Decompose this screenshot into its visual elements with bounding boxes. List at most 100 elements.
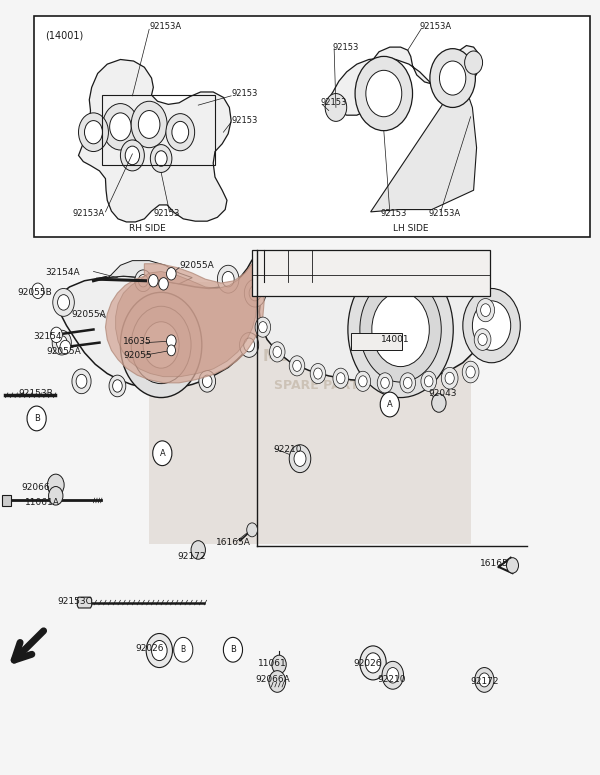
Circle shape <box>476 298 494 322</box>
Circle shape <box>249 285 261 301</box>
Circle shape <box>355 57 413 131</box>
Circle shape <box>423 264 440 287</box>
Polygon shape <box>371 90 476 212</box>
Circle shape <box>272 655 286 673</box>
Circle shape <box>247 523 257 537</box>
Circle shape <box>153 441 172 466</box>
Text: 92153B: 92153B <box>19 389 53 398</box>
Circle shape <box>103 104 139 150</box>
Circle shape <box>167 267 176 280</box>
Circle shape <box>121 140 145 171</box>
Polygon shape <box>116 264 257 377</box>
Circle shape <box>421 371 436 391</box>
FancyBboxPatch shape <box>149 282 471 544</box>
Circle shape <box>424 376 433 387</box>
Circle shape <box>72 369 91 394</box>
Text: 32154: 32154 <box>34 332 62 341</box>
Text: 92153C: 92153C <box>58 598 92 606</box>
Circle shape <box>267 264 285 287</box>
Text: 92055B: 92055B <box>17 288 52 297</box>
Text: SPARE PARTS: SPARE PARTS <box>274 380 368 392</box>
Text: 11061: 11061 <box>258 660 287 668</box>
Circle shape <box>472 301 511 350</box>
Circle shape <box>269 670 286 692</box>
Circle shape <box>56 336 67 350</box>
Text: (14001): (14001) <box>46 30 84 40</box>
Circle shape <box>110 113 131 141</box>
Circle shape <box>325 94 347 122</box>
Circle shape <box>359 376 367 387</box>
Circle shape <box>155 151 167 167</box>
Text: 92172: 92172 <box>177 552 206 560</box>
Circle shape <box>381 377 389 388</box>
Circle shape <box>125 146 140 165</box>
Text: A: A <box>387 400 392 409</box>
Circle shape <box>441 367 458 389</box>
Circle shape <box>172 122 188 143</box>
Circle shape <box>131 102 167 148</box>
Circle shape <box>152 640 167 660</box>
Circle shape <box>431 394 446 412</box>
Circle shape <box>58 294 70 310</box>
Circle shape <box>289 356 305 376</box>
Circle shape <box>109 375 126 397</box>
Circle shape <box>337 373 345 384</box>
Text: 92153: 92153 <box>231 89 257 98</box>
Text: 92153: 92153 <box>154 209 180 218</box>
Circle shape <box>199 370 215 392</box>
Text: 16165: 16165 <box>479 560 508 568</box>
Text: 92153A: 92153A <box>73 209 104 218</box>
Circle shape <box>27 406 46 431</box>
Circle shape <box>360 264 370 277</box>
Circle shape <box>146 633 172 667</box>
FancyBboxPatch shape <box>2 495 11 506</box>
Text: 92055A: 92055A <box>71 310 106 319</box>
Circle shape <box>387 667 399 683</box>
Circle shape <box>314 368 322 379</box>
Circle shape <box>462 361 479 383</box>
Circle shape <box>271 269 281 281</box>
Circle shape <box>47 474 64 496</box>
Circle shape <box>427 269 437 281</box>
Text: 92055A: 92055A <box>46 346 81 356</box>
Circle shape <box>167 345 175 356</box>
Circle shape <box>60 340 71 354</box>
Circle shape <box>52 330 71 355</box>
Circle shape <box>356 258 374 281</box>
Circle shape <box>49 487 63 505</box>
Circle shape <box>470 270 489 295</box>
Text: 92172: 92172 <box>470 677 499 686</box>
Text: 92026: 92026 <box>136 645 164 653</box>
Circle shape <box>400 373 416 393</box>
FancyBboxPatch shape <box>34 16 590 236</box>
Text: 92210: 92210 <box>273 445 302 454</box>
Circle shape <box>475 276 485 290</box>
Polygon shape <box>259 262 485 381</box>
Circle shape <box>294 451 306 467</box>
Circle shape <box>333 368 349 388</box>
Circle shape <box>481 304 491 316</box>
Circle shape <box>439 61 466 95</box>
Circle shape <box>463 288 520 363</box>
Circle shape <box>381 263 399 286</box>
Circle shape <box>223 637 242 662</box>
Circle shape <box>328 254 344 276</box>
Circle shape <box>166 114 194 151</box>
Circle shape <box>139 111 160 139</box>
Text: 92153A: 92153A <box>149 22 181 32</box>
Circle shape <box>430 49 475 108</box>
Circle shape <box>202 375 212 388</box>
Circle shape <box>302 260 312 271</box>
Text: B: B <box>230 646 236 654</box>
Circle shape <box>360 277 441 382</box>
Circle shape <box>217 265 239 293</box>
Text: 92026: 92026 <box>354 660 382 668</box>
Circle shape <box>255 317 271 337</box>
Circle shape <box>331 260 341 271</box>
Text: RH SIDE: RH SIDE <box>129 224 166 232</box>
Text: 92153A: 92153A <box>429 209 461 218</box>
Circle shape <box>244 279 266 307</box>
Circle shape <box>382 661 404 689</box>
Text: LH SIDE: LH SIDE <box>393 224 428 232</box>
Circle shape <box>173 637 193 662</box>
